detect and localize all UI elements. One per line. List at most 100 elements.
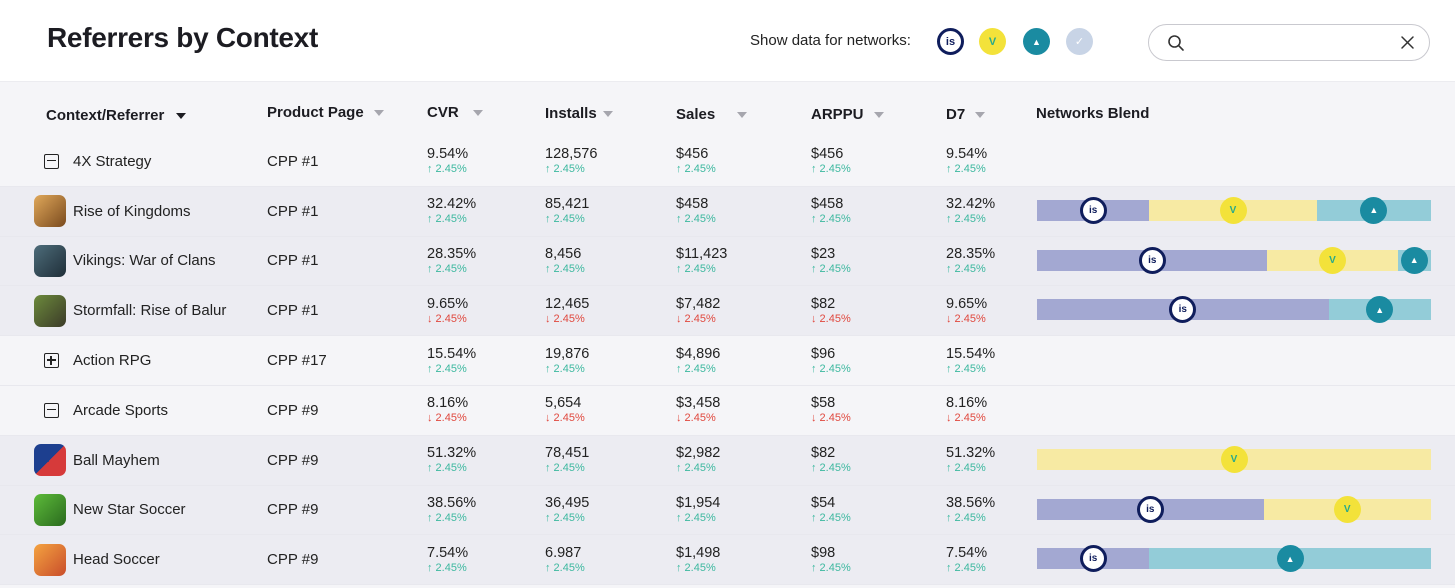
networks-blend-bar: is ▲	[1037, 545, 1431, 573]
sales-delta: ↑ 2.45%	[676, 213, 716, 226]
network-filter-x-button[interactable]: ✓	[1066, 28, 1093, 55]
arppu-delta: ↑ 2.45%	[811, 163, 851, 176]
sales-cell: $458 ↑ 2.45%	[676, 187, 716, 236]
networks-blend-bar: is ▲	[1037, 296, 1431, 324]
product-page-cell: CPP #9	[267, 401, 319, 419]
networks-blend-bar: is V ▲	[1037, 196, 1431, 224]
product-page-cell: CPP #1	[267, 302, 319, 320]
column-header-context[interactable]: Context/Referrer	[46, 107, 187, 124]
context-cell: 4X Strategy	[44, 137, 151, 186]
search-box[interactable]	[1148, 24, 1430, 61]
network-is-icon: is	[1079, 545, 1107, 573]
sales-value: $456	[676, 146, 709, 163]
product-page-cell: CPP #17	[267, 352, 327, 370]
cvr-delta: ↑ 2.45%	[427, 511, 467, 524]
installs-delta: ↑ 2.45%	[545, 462, 585, 475]
arppu-delta: ↓ 2.45%	[811, 312, 851, 325]
d7-value: 15.54%	[946, 345, 996, 362]
network-a-icon: ▲	[1276, 545, 1304, 573]
row-content: Rise of Kingdoms CPP #1 32.42% ↑ 2.45% 85,42…	[0, 187, 1455, 236]
sales-value: $11,423	[676, 245, 728, 262]
table-header: Context/Referrer Product Page CVR Instal…	[28, 87, 1436, 137]
network-v-icon: V	[1319, 246, 1346, 274]
network-is-icon: is	[1169, 296, 1197, 324]
network-is-icon: is	[1136, 495, 1164, 523]
installs-delta: ↑ 2.45%	[545, 511, 585, 524]
column-header-installs[interactable]: Installs	[545, 105, 613, 122]
expand-icon[interactable]	[44, 353, 59, 369]
networks-blend-bar: is V ▲	[1037, 246, 1431, 274]
context-name: Action RPG	[73, 352, 152, 370]
installs-cell: 5,654 ↓ 2.45%	[545, 386, 585, 435]
product-page-cell: CPP #1	[267, 152, 319, 170]
collapse-icon[interactable]	[44, 153, 59, 169]
search-input[interactable]	[1193, 31, 1393, 55]
arppu-cell: $458 ↑ 2.45%	[811, 187, 851, 236]
cvr-cell: 9.65% ↓ 2.45%	[427, 286, 468, 335]
context-cell: Head Soccer	[34, 535, 160, 584]
table-row[interactable]: Vikings: War of Clans CPP #1 28.35% ↑ 2.45%…	[0, 236, 1455, 287]
installs-cell: 6.987 ↑ 2.45%	[545, 535, 585, 584]
d7-cell: 15.54% ↑ 2.45%	[946, 336, 995, 385]
network-filter-a-button[interactable]: ▲	[1023, 28, 1050, 55]
arppu-cell: $82 ↑ 2.45%	[811, 436, 851, 485]
cvr-delta: ↑ 2.45%	[427, 561, 467, 574]
column-header-cvr[interactable]: CVR	[427, 104, 483, 121]
cvr-value: 32.42%	[427, 196, 477, 213]
d7-delta: ↓ 2.45%	[946, 412, 986, 425]
network-filter-v-button[interactable]: V	[979, 28, 1006, 55]
table-row[interactable]: Head Soccer CPP #9 7.54% ↑ 2.45% 6.987 ↑ 2.45…	[0, 535, 1455, 586]
column-header-networks-blend: Networks Blend	[1036, 105, 1150, 122]
networks-label: Show data for networks:	[750, 32, 911, 49]
column-header-arppu[interactable]: ARPPU	[811, 106, 884, 123]
network-filter-is-button[interactable]: is	[937, 28, 964, 55]
collapse-icon[interactable]	[44, 402, 59, 418]
arppu-cell: $98 ↑ 2.45%	[811, 535, 851, 584]
close-icon[interactable]	[1400, 35, 1415, 50]
cvr-cell: 8.16% ↓ 2.45%	[427, 386, 468, 435]
context-cell: Stormfall: Rise of Balur	[34, 286, 226, 335]
installs-value: 19,876	[545, 345, 590, 362]
arppu-delta: ↓ 2.45%	[811, 412, 851, 425]
context-name: New Star Soccer	[73, 501, 186, 519]
d7-cell: 8.16% ↓ 2.45%	[946, 386, 987, 435]
product-page-cell: CPP #9	[267, 501, 319, 519]
column-header-sales[interactable]: Sales	[676, 106, 748, 123]
table-row[interactable]: Rise of Kingdoms CPP #1 32.42% ↑ 2.45% 85,42…	[0, 186, 1455, 237]
sales-cell: $7,482 ↓ 2.45%	[676, 286, 720, 335]
arppu-value: $23	[811, 245, 836, 262]
table-row[interactable]: Ball Mayhem CPP #9 51.32% ↑ 2.45% 78,451 ↑ 2.…	[0, 435, 1455, 486]
column-header-d7[interactable]: D7	[946, 106, 986, 123]
table-row[interactable]: 4X Strategy CPP #1 9.54% ↑ 2.45% 128,576 ↑ 2.…	[0, 137, 1455, 187]
column-header-product-page[interactable]: Product Page	[267, 104, 384, 121]
installs-cell: 12,465 ↓ 2.45%	[545, 286, 589, 335]
sales-value: $1,498	[676, 544, 721, 561]
network-a-icon: ▲	[1366, 296, 1394, 324]
row-content: 4X Strategy CPP #1 9.54% ↑ 2.45% 128,576 ↑ 2.…	[28, 137, 1436, 186]
cvr-cell: 9.54% ↑ 2.45%	[427, 137, 468, 186]
sales-value: $7,482	[676, 295, 721, 312]
installs-value: 6.987	[545, 544, 582, 561]
installs-delta: ↓ 2.45%	[545, 412, 585, 425]
sales-delta: ↓ 2.45%	[676, 412, 716, 425]
table-row[interactable]: Arcade Sports CPP #9 8.16% ↓ 2.45% 5,654 ↓ 2.…	[0, 385, 1455, 436]
table-row[interactable]: Action RPG CPP #17 15.54% ↑ 2.45% 19,876 ↑ 2.…	[0, 336, 1455, 386]
sales-delta: ↑ 2.45%	[676, 561, 716, 574]
sort-caret-icon	[975, 111, 986, 118]
d7-delta: ↑ 2.45%	[946, 511, 986, 524]
table-row[interactable]: Stormfall: Rise of Balur CPP #1 9.65% ↓ 2.4…	[0, 286, 1455, 337]
context-cell: Vikings: War of Clans	[34, 237, 216, 286]
table-row[interactable]: New Star Soccer CPP #9 38.56% ↑ 2.45% 36,495…	[0, 485, 1455, 536]
installs-cell: 85,421 ↑ 2.45%	[545, 187, 589, 236]
arppu-value: $58	[811, 395, 836, 412]
installs-cell: 36,495 ↑ 2.45%	[545, 486, 589, 535]
d7-cell: 7.54% ↑ 2.45%	[946, 535, 987, 584]
product-page-cell: CPP #1	[267, 202, 319, 220]
context-cell: Arcade Sports	[44, 386, 168, 435]
sales-value: $3,458	[676, 395, 721, 412]
installs-cell: 19,876 ↑ 2.45%	[545, 336, 589, 385]
context-cell: Action RPG	[44, 336, 151, 385]
network-v-icon: V	[1220, 445, 1248, 473]
installs-value: 12,465	[545, 295, 590, 312]
head-soccer-app-icon	[34, 543, 66, 576]
